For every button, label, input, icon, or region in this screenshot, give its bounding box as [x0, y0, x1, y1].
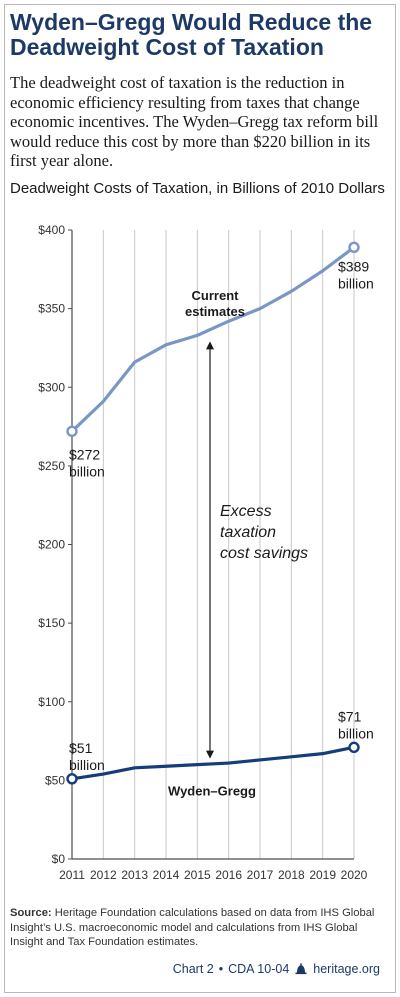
x-tick-label: 2013 [121, 868, 148, 882]
series-endpoint-0 [66, 425, 78, 437]
y-tick-label: $300 [38, 380, 65, 394]
y-tick-label: $250 [38, 459, 65, 473]
series-label-current-2: estimates [185, 304, 245, 319]
series-endpoint-1 [348, 741, 360, 754]
footer-separator: • [218, 962, 224, 976]
doc-id: CDA 10-04 [228, 962, 290, 976]
series-label-wg: Wyden–Gregg [168, 783, 256, 798]
gap-arrowhead-bottom [206, 750, 214, 759]
data-label-current-end-1: billion [338, 275, 374, 291]
y-tick-label: $0 [52, 852, 66, 866]
series-label-current-1: Current [192, 288, 240, 303]
x-tick-label: 2020 [341, 868, 368, 882]
site-link[interactable]: heritage.org [313, 962, 380, 976]
y-tick-label: $400 [38, 223, 65, 237]
data-label-current-start-0: $272 [69, 446, 100, 462]
liberty-bell-icon [295, 963, 307, 975]
series-line-0 [70, 245, 356, 433]
series-endpoint-1 [66, 773, 78, 785]
series-line-1 [70, 745, 356, 781]
x-tick-label: 2016 [215, 868, 242, 882]
page-title: Wyden–Gregg Would Reduce the Deadweight … [10, 9, 373, 60]
data-label-wg-end-1: billion [338, 725, 374, 741]
y-tick-label: $200 [38, 538, 65, 552]
data-label-current-start-1: billion [69, 463, 105, 479]
y-tick-label: $100 [38, 695, 65, 709]
data-label-wg-start-1: billion [69, 757, 105, 773]
footer: Chart 2 • CDA 10-04 heritage.org [173, 962, 380, 976]
y-tick-label: $350 [38, 302, 65, 316]
x-tick-label: 2014 [153, 868, 180, 882]
line-chart: $0 $50 $100 $150 $200 $250 $300 $350 $400 2011 201… [38, 223, 374, 882]
x-tick-label: 2011 [59, 868, 85, 882]
chart-frame [4, 4, 396, 993]
source-note: Source: Heritage Foundation calculations… [10, 906, 390, 950]
intro-paragraph: The deadweight cost of taxation is the r… [10, 73, 379, 170]
gap-label-1: taxation [220, 524, 276, 541]
gap-label-2: cost savings [220, 545, 308, 562]
gap-label-0: Excess [220, 503, 272, 520]
data-label-wg-end-0: $71 [338, 708, 362, 724]
y-tick-label: $150 [38, 616, 65, 630]
chart-title: Deadweight Costs of Taxation, in Billion… [10, 180, 385, 197]
data-label-wg-start-0: $51 [69, 740, 93, 756]
y-tick-label: $50 [45, 773, 65, 787]
x-tick-label: 2015 [184, 868, 211, 882]
x-tick-label: 2012 [90, 868, 117, 882]
x-tick-label: 2017 [247, 868, 274, 882]
data-label-current-end-0: $389 [338, 258, 369, 274]
gap-arrowhead-top [206, 341, 214, 350]
source-text: Heritage Foundation calculations based o… [10, 907, 375, 948]
x-tick-label: 2019 [309, 868, 336, 882]
source-label: Source: [10, 907, 52, 919]
chart-id: Chart 2 [172, 962, 214, 976]
x-tick-label: 2018 [278, 868, 305, 882]
series-endpoint-0 [348, 241, 360, 253]
